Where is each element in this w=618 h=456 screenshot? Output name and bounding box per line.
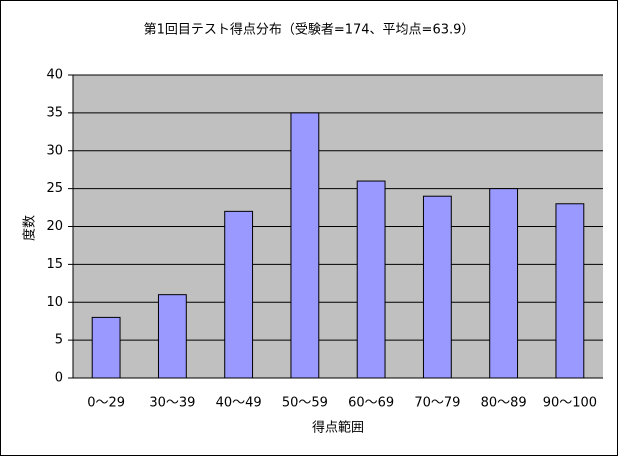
- y-tick-label: 35: [46, 105, 63, 120]
- x-tick-label: 0～29: [87, 396, 125, 411]
- x-tick-label: 30～39: [149, 396, 195, 411]
- bar: [356, 180, 386, 379]
- y-axis-label: 度数: [22, 215, 38, 241]
- x-tick-label: 90～100: [543, 396, 597, 411]
- y-tick-label: 0: [55, 371, 63, 386]
- x-tick-label: 50～59: [282, 396, 328, 411]
- y-tick-label: 25: [46, 181, 63, 196]
- bar: [555, 203, 585, 379]
- bar: [290, 112, 320, 379]
- chart-title: 第1回目テスト得点分布（受験者=174、平均点=63.9）: [144, 22, 475, 38]
- bar: [157, 294, 187, 379]
- y-tick-label: 10: [46, 295, 63, 310]
- x-tick-label: 60～69: [348, 396, 394, 411]
- bar: [224, 210, 254, 379]
- y-tick-label: 20: [46, 219, 63, 234]
- y-tick-label: 15: [46, 257, 63, 272]
- bar: [91, 316, 121, 379]
- y-tick-label: 5: [55, 333, 63, 348]
- x-tick-label: 70～79: [414, 396, 460, 411]
- x-tick-label: 40～49: [216, 396, 262, 411]
- bar: [489, 188, 519, 379]
- y-tick-label: 30: [46, 143, 63, 158]
- x-tick-label: 80～89: [481, 396, 527, 411]
- x-axis-label: 得点範囲: [312, 420, 364, 436]
- y-tick-label: 40: [46, 68, 63, 83]
- bar: [422, 195, 452, 379]
